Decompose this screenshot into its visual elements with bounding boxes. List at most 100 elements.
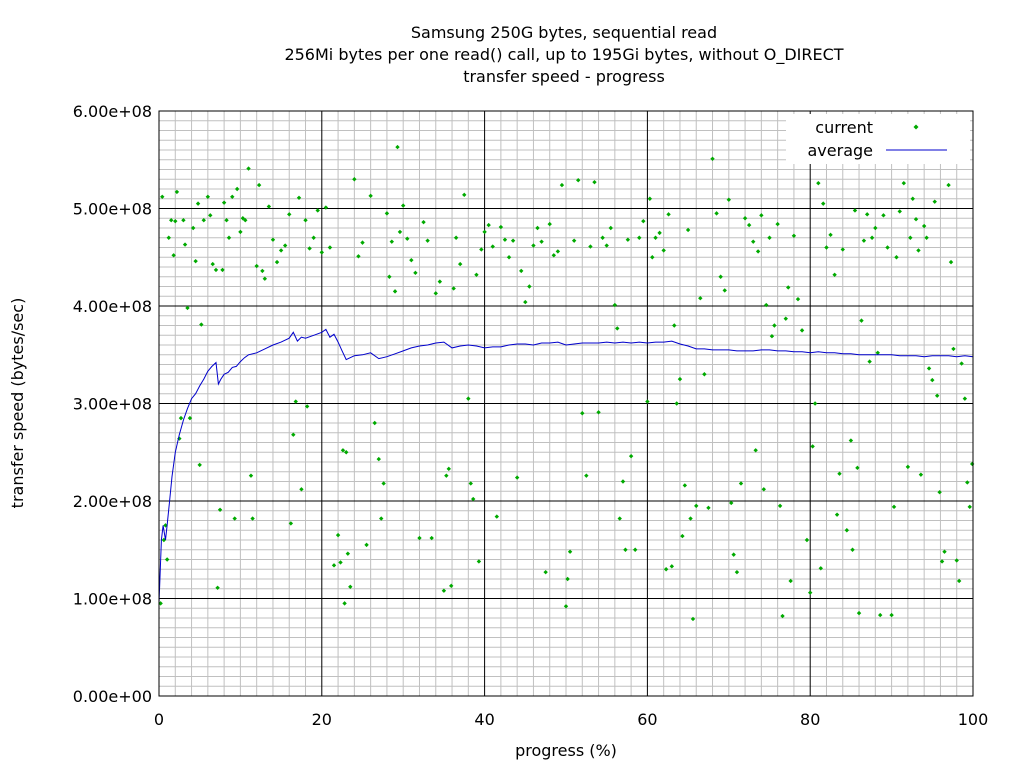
data-point-current	[799, 328, 805, 333]
data-point-current	[217, 507, 223, 512]
data-point-current	[490, 244, 495, 249]
data-point-current	[710, 156, 715, 161]
data-point-current	[160, 194, 165, 199]
data-point-current	[476, 559, 482, 564]
data-point-current	[775, 221, 780, 227]
data-point-current	[702, 372, 707, 377]
data-point-current	[948, 259, 954, 265]
data-point-current	[547, 221, 552, 227]
data-point-current	[850, 547, 855, 552]
data-point-current	[181, 218, 186, 223]
series-average	[158, 328, 974, 604]
data-point-current	[615, 326, 620, 331]
data-point-current	[482, 229, 487, 235]
data-point-current	[780, 613, 785, 619]
data-point-current	[852, 208, 858, 213]
y-tick-label: 2.00e+08	[73, 492, 152, 511]
data-point-current	[266, 204, 272, 209]
data-point-current	[296, 195, 302, 200]
data-point-current	[409, 257, 414, 263]
data-point-current	[891, 504, 897, 510]
data-point-current	[926, 366, 932, 371]
data-point-current	[965, 480, 970, 485]
data-point-current	[677, 376, 683, 382]
data-point-current	[881, 213, 886, 218]
data-point-current	[588, 244, 593, 249]
data-point-current	[873, 225, 878, 231]
data-point-current	[680, 533, 685, 539]
data-point-current	[417, 535, 422, 541]
x-tick-label: 100	[958, 710, 989, 729]
data-point-current	[462, 192, 467, 198]
data-point-current	[596, 410, 601, 415]
data-point-current	[791, 233, 797, 238]
data-point-current	[356, 254, 361, 259]
data-point-current	[690, 616, 696, 622]
data-point-current	[718, 274, 723, 279]
y-tick-label: 0.00e+00	[73, 687, 152, 706]
legend-background	[786, 114, 970, 164]
data-point-current	[173, 218, 178, 224]
chart-title: Samsung 250G bytes, sequential read 256M…	[284, 23, 843, 86]
data-point-current	[274, 259, 280, 265]
data-point-current	[628, 453, 634, 459]
data-point-current	[446, 466, 451, 472]
title-line-3: transfer speed - progress	[463, 67, 665, 86]
data-point-current	[555, 249, 561, 254]
data-point-current	[535, 225, 540, 231]
data-point-current	[932, 199, 937, 204]
data-point-current	[956, 578, 962, 584]
data-point-current	[256, 182, 262, 188]
y-tick-label: 6.00e+08	[73, 102, 152, 121]
data-point-current	[742, 216, 748, 221]
data-point-current	[376, 456, 381, 462]
data-point-current	[319, 250, 324, 255]
title-line-2: 256Mi bytes per one read() call, up to 1…	[284, 45, 843, 65]
data-point-current	[169, 218, 174, 223]
data-point-current	[185, 305, 190, 311]
data-point-current	[291, 432, 296, 437]
data-point-current	[178, 415, 184, 421]
data-point-current	[563, 604, 569, 609]
legend-label-current: current	[815, 118, 873, 137]
data-point-current	[210, 261, 215, 267]
data-point-current	[685, 227, 691, 233]
data-point-current	[344, 450, 349, 455]
legend-label-average: average	[808, 141, 874, 160]
data-point-current	[889, 612, 894, 618]
data-point-current	[262, 276, 268, 281]
data-point-current	[834, 512, 840, 517]
data-point-current	[905, 464, 911, 470]
x-axis-ticks: 0 20 40 60 80 100	[154, 710, 988, 729]
data-point-current	[722, 288, 727, 293]
x-tick-label: 40	[474, 710, 494, 729]
data-point-current	[437, 279, 443, 284]
data-point-current	[738, 481, 744, 486]
data-point-current	[645, 399, 650, 404]
data-point-current	[608, 225, 613, 231]
data-point-current	[250, 516, 255, 521]
data-point-current	[620, 479, 626, 484]
data-point-current	[625, 237, 631, 242]
data-point-current	[304, 404, 310, 409]
data-point-current	[293, 399, 298, 404]
data-point-current	[755, 249, 761, 254]
data-point-current	[335, 532, 341, 538]
data-point-current	[937, 490, 942, 495]
data-point-current	[808, 590, 813, 595]
data-point-current	[951, 346, 956, 352]
data-point-current	[381, 481, 386, 486]
major-grid	[159, 111, 973, 696]
data-point-current	[812, 401, 818, 406]
data-point-current	[832, 272, 837, 277]
data-point-current	[930, 377, 935, 383]
data-point-current	[828, 232, 833, 238]
data-point-current	[224, 218, 229, 223]
data-point-current	[372, 420, 377, 426]
data-point-current	[171, 253, 176, 258]
legend: current average	[786, 114, 970, 164]
data-point-current	[571, 238, 577, 243]
data-point-current	[818, 566, 823, 571]
